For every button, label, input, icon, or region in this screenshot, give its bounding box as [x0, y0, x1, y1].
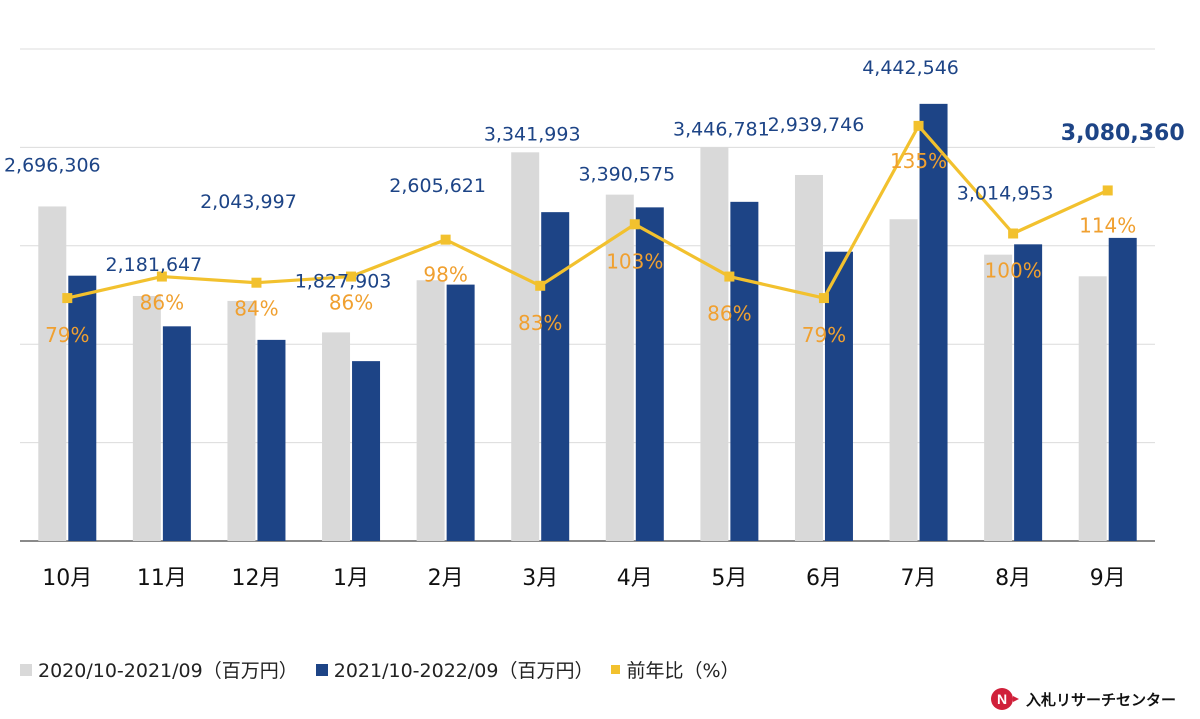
legend: 2020/10-2021/09（百万円） 2021/10-2022/09（百万円… — [20, 656, 758, 683]
pct-label: 100% — [985, 259, 1042, 283]
x-tick-label: 6月 — [806, 566, 842, 591]
bar-prev — [605, 194, 634, 541]
bar-cur — [730, 201, 759, 542]
legend-ratio: 前年比（%） — [611, 656, 740, 683]
bar-cur — [257, 339, 286, 541]
logo-text: 入札リサーチセンター — [1025, 690, 1176, 709]
pct-label: 114% — [1079, 213, 1136, 237]
pct-label: 84% — [234, 297, 278, 321]
ratio-line — [66, 124, 1109, 300]
ratio-marker — [1102, 185, 1113, 196]
ratio-marker — [251, 277, 262, 288]
ratio-marker — [535, 280, 546, 291]
value-label: 2,605,621 — [389, 175, 486, 197]
bar-prev — [889, 219, 918, 541]
bar-prev — [794, 174, 823, 541]
x-tick-label: 12月 — [231, 566, 281, 591]
x-tick-label: 2月 — [428, 566, 464, 591]
bar-prev — [1078, 276, 1107, 541]
value-label: 4,442,546 — [862, 57, 959, 79]
chart: 10月 11月 12月 1月 2月 3月 4月 5月 6月 7月 8月 9月 2,696,306 2,18… — [4, 48, 1185, 591]
bar-cur — [541, 212, 570, 541]
ratio-marker — [156, 271, 167, 282]
bar-prev — [38, 206, 67, 541]
x-tick-label: 1月 — [333, 566, 369, 591]
bar-prev — [322, 332, 351, 541]
bar-cur — [162, 326, 191, 541]
x-tick-label: 11月 — [137, 566, 187, 591]
value-label: 2,181,647 — [106, 254, 203, 276]
bar-cur — [919, 103, 948, 542]
legend-prev-swatch — [20, 663, 32, 676]
x-tick-label: 3月 — [522, 566, 558, 591]
value-label: 2,043,997 — [200, 191, 297, 213]
pct-label: 135% — [890, 149, 947, 173]
value-label: 3,341,993 — [484, 123, 581, 145]
value-label: 3,080,360 — [1061, 121, 1185, 146]
ratio-marker — [1008, 228, 1019, 239]
ratio-marker — [818, 293, 829, 304]
legend-prev-label: 2020/10-2021/09（百万円） — [38, 660, 298, 682]
bar-cur — [635, 207, 664, 541]
svg-text:N: N — [997, 691, 1007, 707]
legend-cur-label: 2021/10-2022/09（百万円） — [333, 660, 594, 682]
pct-label: 86% — [707, 302, 751, 326]
ratio-marker — [629, 219, 640, 230]
pct-label: 79% — [45, 323, 89, 347]
legend-cur-swatch — [315, 663, 328, 676]
bar-cur — [1108, 237, 1137, 541]
pct-label: 98% — [423, 263, 467, 287]
pct-label: 79% — [802, 323, 846, 347]
bar-cur — [1014, 244, 1043, 542]
legend-cur: 2021/10-2022/09（百万円） — [315, 656, 594, 683]
logo: N 入札リサーチセンター — [990, 687, 1176, 711]
ratio-marker — [724, 271, 735, 282]
legend-ratio-swatch — [611, 665, 621, 674]
value-label: 2,696,306 — [4, 154, 101, 176]
value-label: 2,939,746 — [768, 114, 865, 136]
x-tick-label: 7月 — [901, 566, 937, 591]
pct-label: 83% — [518, 311, 562, 335]
ratio-marker — [440, 234, 451, 245]
value-label: 3,014,953 — [957, 182, 1054, 204]
ratio-marker — [346, 271, 357, 282]
bar-prev — [511, 152, 540, 541]
ratio-marker — [913, 120, 924, 131]
bar-prev — [132, 295, 161, 541]
x-tick-label: 8月 — [995, 566, 1031, 591]
ratio-marker — [62, 293, 73, 304]
pct-label: 103% — [606, 249, 663, 273]
legend-prev: 2020/10-2021/09（百万円） — [20, 656, 298, 683]
bar-cur — [68, 275, 97, 541]
value-label: 1,827,903 — [295, 270, 392, 292]
x-tick-label: 9月 — [1090, 566, 1126, 591]
bar-cur — [446, 284, 475, 541]
value-label: 3,390,575 — [578, 164, 675, 186]
bar-prev — [700, 147, 729, 541]
pct-label: 86% — [329, 291, 373, 315]
legend-ratio-label: 前年比（%） — [626, 660, 740, 682]
x-tick-label: 5月 — [711, 566, 747, 591]
pct-label: 86% — [140, 291, 184, 315]
bar-prev — [416, 280, 445, 541]
x-tick-label: 10月 — [42, 566, 92, 591]
logo-icon: N — [990, 688, 1019, 710]
bar-cur — [352, 361, 381, 541]
bar-cur — [824, 251, 853, 541]
value-label: 3,446,781 — [673, 118, 770, 140]
bar-prev — [227, 300, 256, 541]
bar-prev — [984, 254, 1013, 541]
x-tick-label: 4月 — [617, 566, 653, 591]
